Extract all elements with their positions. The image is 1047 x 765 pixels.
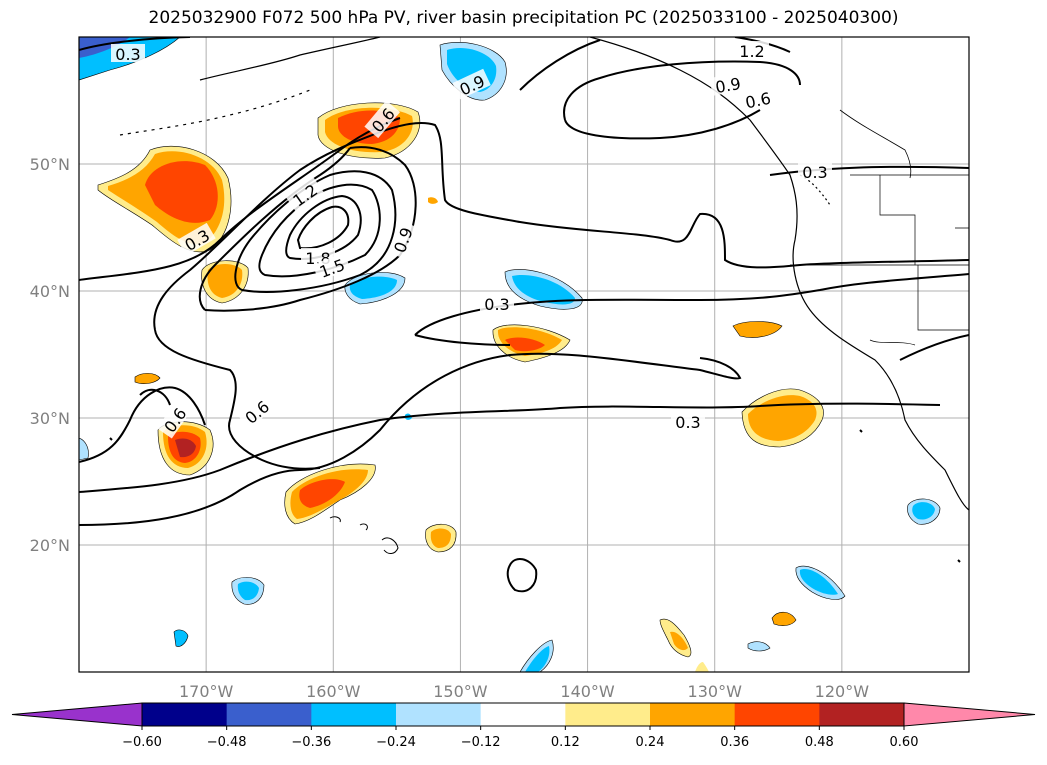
- negative-anomaly-region: [79, 437, 89, 461]
- contour-line: [899, 334, 969, 361]
- colorbar: −0.60 −0.48 −0.36 −0.24 −0.12 0.12 0.24 0.36 0.4…: [11, 702, 1036, 750]
- contour-label: 0.3: [480, 294, 514, 314]
- colorbar-tick-label: 0.60: [890, 735, 919, 750]
- svg-text:0.3: 0.3: [115, 45, 140, 64]
- colorbar-tick-label: 0.48: [805, 735, 834, 750]
- contour-line: [564, 109, 761, 140]
- colorbar-tick-label: 0.36: [720, 735, 749, 750]
- colorbar-swatch: [819, 703, 905, 726]
- colorbar-tick-label: 0.12: [551, 735, 580, 750]
- svg-text:1.2: 1.2: [739, 42, 764, 61]
- longitude-labels: 170°W 160°W 150°W 140°W 130°W 120°W: [179, 682, 869, 701]
- colorbar-swatch: [650, 703, 736, 726]
- contour-line: [79, 386, 206, 463]
- colorbar-extend-min: [11, 702, 143, 727]
- contour-line: [139, 388, 171, 406]
- contour-label: 0.3: [671, 412, 705, 432]
- lon-tick-label: 140°W: [560, 682, 615, 701]
- positive-anomaly-region: [134, 373, 161, 384]
- negative-anomaly-region: [173, 629, 189, 647]
- contour-label: 0.9: [709, 72, 747, 97]
- us-mexico-border: [869, 339, 916, 346]
- map-title: 2025032900 F072 500 hPa PV, river basin …: [148, 8, 899, 28]
- small-islands: [109, 429, 961, 563]
- lat-tick-label: 40°N: [30, 282, 70, 301]
- contour-line: [79, 352, 742, 526]
- contour-line: [234, 170, 397, 293]
- colorbar-tick-label: −0.12: [461, 735, 501, 750]
- contour-label: 1.2: [735, 41, 769, 61]
- contour-line: [519, 39, 601, 91]
- colorbar-swatch: [480, 703, 566, 726]
- svg-text:0.6: 0.6: [744, 89, 773, 113]
- contour-line: [79, 402, 941, 493]
- contour-line: [506, 558, 538, 593]
- contour-line: [154, 329, 321, 470]
- colorbar-swatch: [311, 703, 397, 726]
- contour-label: 0.3: [111, 44, 145, 64]
- contour-line: [153, 122, 969, 331]
- map-border: [78, 36, 970, 673]
- coastlines: [109, 37, 969, 563]
- state-borders: [790, 175, 969, 331]
- lon-tick-label: 150°W: [433, 682, 488, 701]
- lon-tick-label: 130°W: [688, 682, 743, 701]
- colorbar-tick-label: 0.24: [636, 735, 665, 750]
- border-canada: [839, 109, 912, 179]
- contour-line: [79, 117, 401, 281]
- svg-text:0.9: 0.9: [714, 74, 742, 97]
- north-america-coast: [589, 37, 969, 511]
- positive-anomaly-region: [771, 611, 797, 626]
- svg-text:0.3: 0.3: [484, 295, 509, 314]
- colorbar-swatch: [142, 703, 228, 726]
- lat-tick-label: 30°N: [30, 409, 70, 428]
- positive-anomaly-region: [732, 321, 783, 338]
- contour-labels: 0.3 1.20.9 0.90.60.60.31.20.3 0.91.81.50.30…: [111, 41, 832, 439]
- lon-tick-label: 170°W: [179, 682, 234, 701]
- colorbar-swatch: [226, 703, 312, 726]
- contour-line: [198, 147, 351, 311]
- colorbar-extend-max: [903, 702, 1036, 727]
- svg-text:0.3: 0.3: [802, 163, 827, 182]
- colorbar-tick-label: −0.36: [291, 735, 331, 750]
- hawaii-islands: [329, 516, 399, 554]
- colorbar-swatch: [734, 703, 820, 726]
- colorbar-tick-label: −0.60: [122, 735, 162, 750]
- svg-text:0.3: 0.3: [675, 413, 700, 432]
- negative-anomaly-region: [747, 641, 771, 652]
- colorbar-tick-label: −0.48: [207, 735, 247, 750]
- pv-contours: [79, 37, 969, 593]
- aleutian-coast: [199, 37, 381, 81]
- lat-tick-label: 20°N: [30, 536, 70, 555]
- colorbar-swatch: [396, 703, 482, 726]
- latitude-labels: 20°N 30°N 40°N 50°N: [30, 155, 70, 555]
- contour-line: [285, 194, 362, 260]
- contour-line: [414, 334, 511, 346]
- lon-tick-label: 120°W: [815, 682, 870, 701]
- colorbar-tick-label: −0.24: [376, 735, 416, 750]
- contour-line: [296, 205, 350, 250]
- lon-tick-label: 160°W: [306, 682, 361, 701]
- contour-line: [563, 60, 801, 121]
- colorbar-swatch: [565, 703, 651, 726]
- contour-label: 0.3: [798, 162, 832, 182]
- contour-label: 0.6: [739, 86, 777, 113]
- lat-tick-label: 50°N: [30, 155, 70, 174]
